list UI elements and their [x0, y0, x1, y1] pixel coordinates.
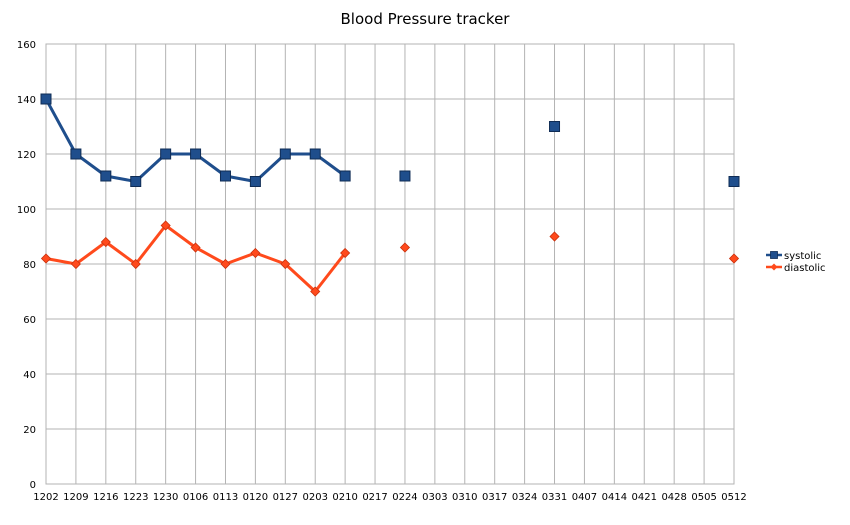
x-tick-label: 0407 — [572, 492, 597, 503]
x-tick-label: 1230 — [153, 492, 178, 503]
x-tick-label: 0310 — [452, 492, 477, 503]
x-tick-label: 0106 — [183, 492, 208, 503]
legend-marker — [770, 251, 778, 259]
plot-area — [45, 43, 735, 485]
systolic-point — [339, 170, 351, 182]
y-tick-label: 80 — [23, 260, 36, 271]
x-tick-label: 0113 — [213, 492, 238, 503]
y-tick-label: 140 — [17, 95, 36, 106]
x-tick-label: 0428 — [661, 492, 686, 503]
systolic-point — [249, 176, 261, 187]
legend-item-diastolic: diastolic — [766, 263, 826, 274]
x-tick-label: 0210 — [332, 492, 357, 503]
x-tick-label: 0120 — [243, 492, 268, 503]
diastolic-point — [728, 253, 740, 264]
diastolic-point — [220, 258, 231, 270]
series — [40, 93, 740, 297]
y-tick-label: 40 — [23, 370, 36, 381]
chart-title: Blood Pressure tracker — [341, 10, 511, 28]
y-tick-label: 20 — [23, 425, 36, 436]
systolic-point — [279, 148, 291, 160]
series-diastolic — [40, 220, 740, 297]
systolic-point — [160, 148, 172, 160]
axes: 0 20 40 60 80 100 120 140 160 1202 1209 1216 1223 123… — [17, 40, 747, 503]
y-tick-label: 120 — [17, 150, 36, 161]
x-tick-label: 0421 — [632, 492, 657, 503]
x-tick-label: 0317 — [482, 492, 507, 503]
diastolic-point — [310, 286, 321, 297]
diastolic-point — [399, 242, 411, 253]
legend-label: diastolic — [784, 263, 826, 274]
legend-item-systolic: systolic — [766, 251, 821, 262]
x-tick-label: 0331 — [542, 492, 567, 503]
x-tick-label: 0217 — [362, 492, 387, 503]
systolic-point — [549, 121, 561, 132]
x-tick-label: 0414 — [602, 492, 627, 503]
diastolic-point — [280, 258, 291, 270]
systolic-point — [219, 170, 231, 182]
systolic-point — [728, 176, 740, 187]
systolic-point — [190, 148, 202, 160]
diastolic-point — [190, 242, 201, 253]
grid — [45, 43, 735, 485]
x-tick-label: 1216 — [93, 492, 118, 503]
x-tick-label: 0224 — [392, 492, 417, 503]
diastolic-point — [340, 247, 351, 259]
x-tick-label: 0203 — [302, 492, 327, 503]
diastolic-point — [70, 258, 81, 270]
x-tick-label: 0324 — [512, 492, 537, 503]
legend-label: systolic — [784, 251, 821, 262]
y-tick-label: 100 — [17, 205, 36, 216]
x-tick-label: 1223 — [123, 492, 148, 503]
x-tick-label: 1202 — [33, 492, 58, 503]
systolic-point — [40, 93, 52, 105]
diastolic-point — [250, 247, 261, 259]
diastolic-point — [40, 253, 52, 264]
systolic-point — [399, 170, 411, 182]
diastolic-point — [549, 231, 560, 242]
systolic-point — [100, 170, 112, 182]
x-tick-label: 0303 — [422, 492, 447, 503]
x-tick-label: 0512 — [721, 492, 746, 503]
legend-marker — [770, 263, 778, 271]
x-tick-label: 0127 — [273, 492, 298, 503]
diastolic-point — [160, 220, 171, 231]
systolic-point — [70, 148, 82, 160]
diastolic-point — [100, 236, 111, 248]
y-tick-label: 0 — [30, 480, 36, 491]
y-tick-label: 160 — [17, 40, 36, 51]
systolic-point — [309, 148, 321, 160]
systolic-point — [130, 176, 142, 187]
x-tick-label: 1209 — [63, 492, 88, 503]
y-tick-label: 60 — [23, 315, 36, 326]
diastolic-point — [130, 258, 141, 270]
x-tick-label: 0505 — [691, 492, 716, 503]
series-systolic — [40, 93, 740, 187]
